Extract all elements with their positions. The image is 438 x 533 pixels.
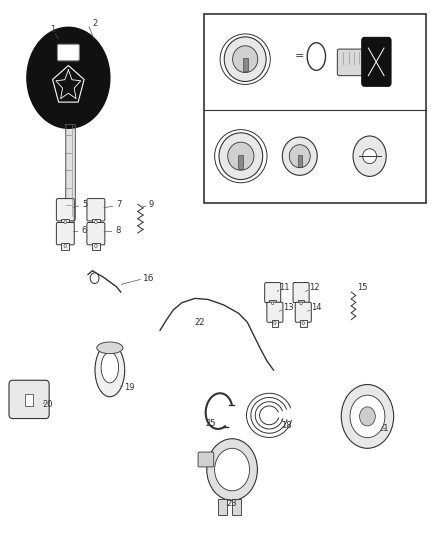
- Bar: [232, 499, 241, 515]
- FancyBboxPatch shape: [57, 199, 74, 221]
- Text: 9: 9: [148, 200, 154, 209]
- Circle shape: [64, 244, 67, 247]
- FancyBboxPatch shape: [362, 37, 391, 86]
- Text: 2: 2: [92, 19, 97, 28]
- Circle shape: [90, 273, 99, 284]
- Circle shape: [207, 439, 258, 500]
- Text: 15: 15: [357, 283, 367, 292]
- Text: 19: 19: [124, 383, 135, 392]
- Text: 4: 4: [225, 187, 230, 196]
- Ellipse shape: [97, 342, 123, 354]
- Ellipse shape: [283, 137, 317, 175]
- FancyBboxPatch shape: [293, 282, 309, 303]
- Circle shape: [215, 448, 250, 491]
- Bar: [204, 14, 426, 203]
- Bar: [218, 499, 227, 515]
- Text: =: =: [295, 52, 304, 61]
- Text: 14: 14: [311, 303, 321, 312]
- Text: 25: 25: [205, 419, 215, 429]
- Text: 18: 18: [281, 422, 292, 431]
- Circle shape: [27, 27, 110, 128]
- FancyBboxPatch shape: [267, 302, 283, 322]
- Text: 23: 23: [227, 498, 237, 507]
- FancyBboxPatch shape: [265, 282, 281, 303]
- Text: DOOR: DOOR: [298, 104, 332, 115]
- Text: 16: 16: [143, 273, 155, 282]
- Circle shape: [350, 395, 385, 438]
- Bar: [300, 320, 307, 327]
- FancyBboxPatch shape: [9, 380, 49, 418]
- Circle shape: [95, 220, 97, 223]
- Bar: [92, 243, 100, 250]
- Text: 11: 11: [279, 283, 290, 292]
- Text: 11: 11: [325, 150, 335, 158]
- Text: 21: 21: [379, 424, 389, 433]
- Text: 6: 6: [81, 226, 86, 235]
- Text: 20: 20: [42, 400, 53, 409]
- FancyBboxPatch shape: [198, 452, 214, 467]
- Ellipse shape: [307, 43, 325, 70]
- Bar: [243, 58, 248, 71]
- Text: 5: 5: [82, 200, 87, 209]
- Bar: [269, 301, 276, 307]
- Bar: [61, 243, 69, 250]
- Ellipse shape: [289, 144, 310, 168]
- Circle shape: [272, 302, 274, 305]
- Bar: [298, 301, 304, 307]
- Text: 1: 1: [50, 26, 56, 35]
- Ellipse shape: [228, 142, 254, 170]
- Ellipse shape: [101, 352, 119, 383]
- Text: IGNITION: IGNITION: [290, 186, 344, 196]
- Text: 22: 22: [194, 318, 205, 327]
- Ellipse shape: [95, 344, 125, 397]
- Text: 8: 8: [115, 226, 120, 235]
- FancyBboxPatch shape: [87, 222, 105, 245]
- Circle shape: [64, 220, 67, 223]
- FancyBboxPatch shape: [337, 49, 367, 76]
- Text: 7: 7: [116, 200, 121, 209]
- Circle shape: [302, 321, 304, 325]
- Circle shape: [360, 407, 375, 426]
- Bar: [25, 394, 33, 406]
- Bar: [238, 155, 244, 169]
- FancyBboxPatch shape: [57, 222, 74, 245]
- Ellipse shape: [363, 149, 377, 164]
- Text: 12: 12: [309, 283, 319, 292]
- Bar: [92, 219, 100, 226]
- Text: 13: 13: [283, 303, 293, 312]
- Polygon shape: [66, 125, 75, 227]
- Ellipse shape: [233, 46, 258, 72]
- FancyBboxPatch shape: [295, 302, 311, 322]
- FancyBboxPatch shape: [57, 44, 79, 61]
- Text: 10: 10: [222, 105, 233, 114]
- Circle shape: [300, 302, 302, 305]
- Bar: [272, 320, 278, 327]
- Bar: [298, 155, 302, 167]
- Ellipse shape: [224, 37, 266, 82]
- Ellipse shape: [219, 133, 263, 180]
- Circle shape: [274, 321, 276, 325]
- Circle shape: [95, 244, 97, 247]
- Circle shape: [341, 384, 394, 448]
- Circle shape: [353, 136, 386, 176]
- FancyBboxPatch shape: [87, 199, 105, 221]
- Bar: [61, 219, 69, 226]
